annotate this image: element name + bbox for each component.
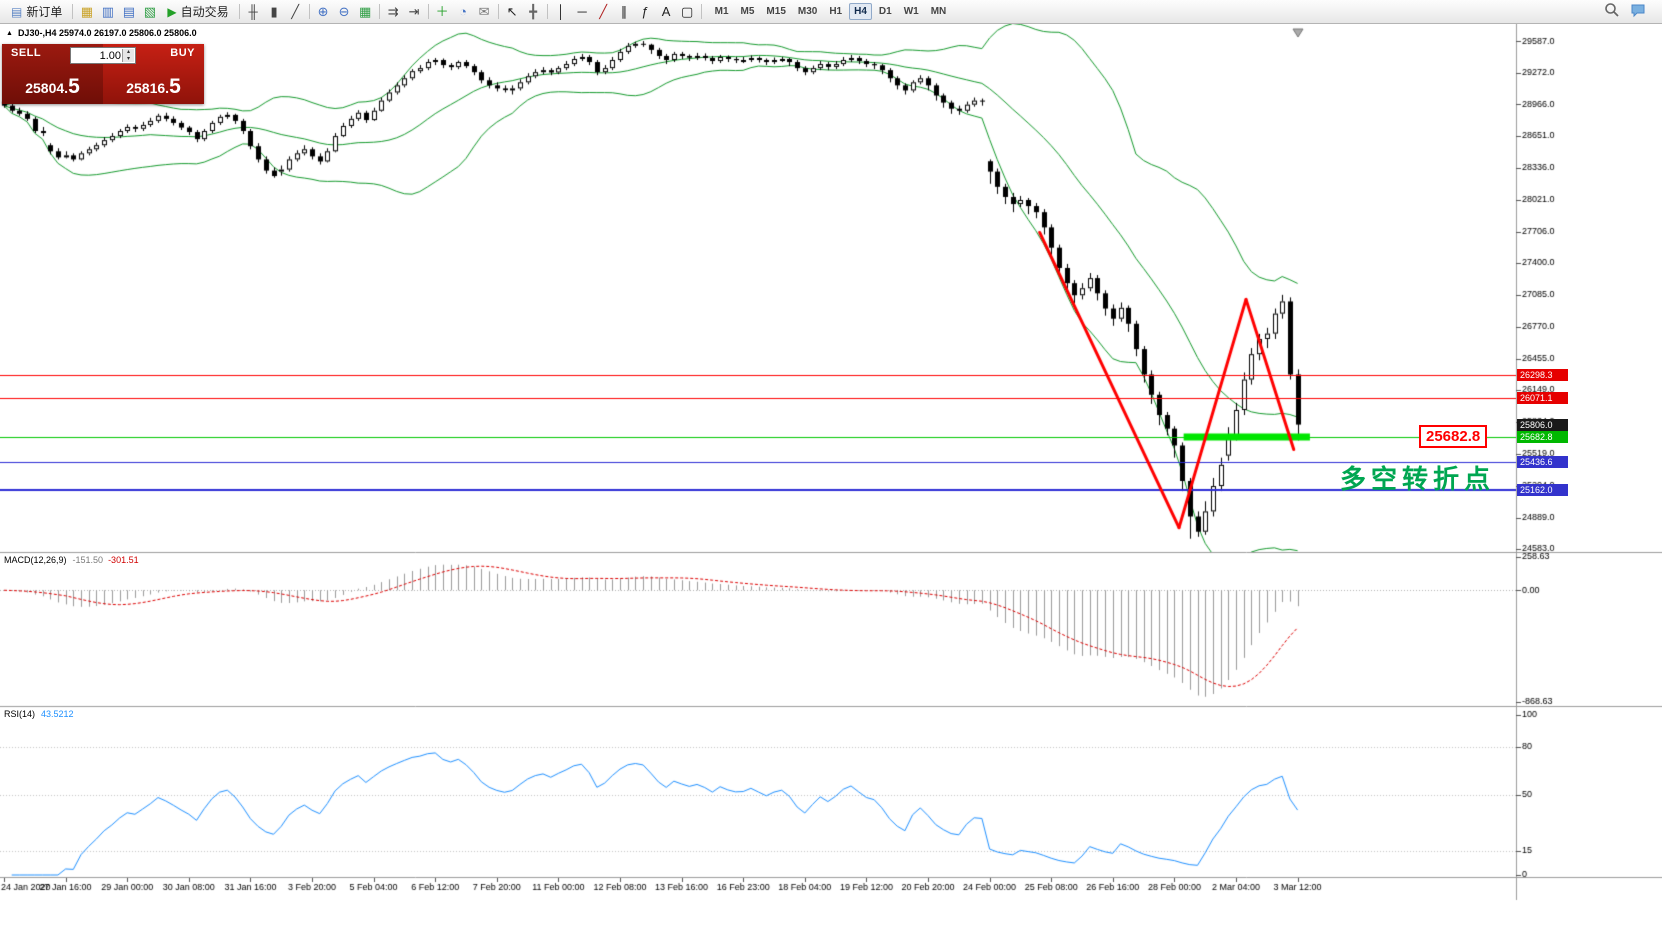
timeframe-m30[interactable]: M30	[797, 6, 818, 17]
zoom-in-icon-glyph: ⊕	[317, 4, 329, 19]
vertical-line-icon-glyph: │	[557, 4, 566, 19]
toolbar-items: ▤ 新订单 ▦ ▥ ▤ ▧ ▶ 自动交易 ╫ ▮ ╱ ⊕ ⊖ ▦ ⇉ ⇥ ＋ ◔ ✉ ↖ ╋ │ ─ ╱ ∥ ƒ A ▢	[4, 2, 705, 22]
timeframe-w1[interactable]: W1	[903, 6, 919, 17]
text-label-icon[interactable]: A	[656, 2, 677, 22]
zoom-out-icon[interactable]: ⊖	[334, 2, 355, 22]
volume-spinner: ▴ ▾	[122, 49, 134, 62]
equidistant-channel-icon-glyph: ∥	[620, 4, 628, 19]
toolbar-separator	[700, 4, 702, 19]
profiles-icon-glyph: ▦	[80, 4, 93, 19]
timeframe-mn[interactable]: MN	[930, 6, 947, 17]
buy-price: 25816.5	[126, 75, 181, 98]
buy-label: BUY	[170, 47, 195, 59]
horizontal-line-icon-glyph: ─	[577, 4, 587, 19]
horizontal-line-icon[interactable]: ─	[572, 2, 593, 22]
zoom-in-icon[interactable]: ⊕	[313, 2, 334, 22]
timeframe-m15[interactable]: M15	[766, 6, 786, 17]
autotrade-button-label: 自动交易	[180, 5, 229, 19]
tile-windows-icon-glyph: ▦	[358, 4, 372, 19]
profiles-icon[interactable]: ▦	[76, 2, 97, 22]
indicators-icon[interactable]: ＋	[432, 2, 453, 22]
one-click-trading-panel: SELL 25804.5 BUY 25816.5 1.00 ▴ ▾	[2, 44, 204, 104]
toolbar-separator	[72, 4, 74, 19]
chinese-annotation: 多空转折点	[1340, 464, 1496, 494]
volume-value: 1.00	[99, 49, 121, 62]
data-window-icon[interactable]: ▤	[118, 2, 139, 22]
periods-icon-glyph: ◔	[459, 4, 468, 19]
toolbar-separator	[546, 4, 548, 19]
line-chart-icon[interactable]: ╱	[285, 2, 306, 22]
new-order-glyph: ▤	[11, 4, 23, 19]
chart-shift-icon[interactable]: ⇥	[404, 2, 425, 22]
chat-icon[interactable]	[1630, 2, 1646, 21]
crosshair-icon-glyph: ╋	[529, 4, 538, 19]
fibonacci-icon[interactable]: ƒ	[635, 2, 656, 22]
indicators-icon-glyph: ＋	[435, 4, 449, 19]
timeframe-m1[interactable]: M1	[714, 6, 729, 17]
symbol-ohlc-text: DJ30-,H4 25974.0 26197.0 25806.0 25806.0	[17, 28, 197, 38]
toolbar-separator	[497, 4, 499, 19]
toolbar-separator	[238, 4, 240, 19]
cursor-icon-glyph: ↖	[506, 4, 518, 19]
zoom-out-icon-glyph: ⊖	[338, 4, 350, 19]
equidistant-channel-icon[interactable]: ∥	[614, 2, 635, 22]
chart-shift-icon-glyph: ⇥	[408, 4, 420, 19]
cursor-icon[interactable]: ↖	[502, 2, 523, 22]
timeframe-m5[interactable]: M5	[740, 6, 755, 17]
new-order-button-label: 新订单	[26, 5, 63, 19]
new-order-button[interactable]: ▤ 新订单	[4, 2, 69, 22]
search-icon[interactable]	[1604, 2, 1620, 21]
auto-scroll-icon-glyph: ⇉	[387, 4, 399, 19]
arrows-tool-icon[interactable]: ▢	[677, 2, 698, 22]
vertical-line-icon[interactable]: │	[551, 2, 572, 22]
trendline-icon[interactable]: ╱	[593, 2, 614, 22]
sell-label: SELL	[11, 47, 42, 59]
collapse-panel-icon[interactable]: ▲	[6, 29, 13, 37]
timeframe-h1[interactable]: H1	[829, 6, 843, 17]
periods-icon[interactable]: ◔	[453, 2, 474, 22]
navigator-icon[interactable]: ▧	[139, 2, 160, 22]
toolbar: ▤ 新订单 ▦ ▥ ▤ ▧ ▶ 自动交易 ╫ ▮ ╱ ⊕ ⊖ ▦ ⇉ ⇥ ＋ ◔ ✉ ↖ ╋ │ ─ ╱ ∥ ƒ A ▢ M1 M5 M1…	[0, 0, 1662, 24]
sell-price: 25804.5	[25, 75, 80, 98]
charts-grid-icon-glyph: ▥	[101, 4, 114, 19]
charts-grid-icon[interactable]: ▥	[97, 2, 118, 22]
trendline-icon-glyph: ╱	[599, 4, 608, 19]
mail-icon-glyph: ✉	[478, 4, 490, 19]
autotrade-button[interactable]: ▶ 自动交易	[160, 2, 235, 22]
timeframe-h4[interactable]: H4	[849, 3, 872, 20]
arrows-tool-icon-glyph: ▢	[680, 4, 694, 19]
ohlc-bars-icon[interactable]: ╫	[243, 2, 264, 22]
crosshair-icon[interactable]: ╋	[523, 2, 544, 22]
text-label-icon-glyph: A	[661, 4, 671, 19]
chart-canvas[interactable]	[0, 24, 1662, 944]
toolbar-separator	[427, 4, 429, 19]
symbol-info: ▲ DJ30-,H4 25974.0 26197.0 25806.0 25806…	[6, 28, 197, 38]
timeframe-d1[interactable]: D1	[878, 6, 892, 17]
macd-label: MACD(12,26,9) -151.50 -301.51	[4, 555, 139, 565]
toolbar-right	[1604, 2, 1658, 21]
navigator-icon-glyph: ▧	[143, 4, 156, 19]
toolbar-separator	[308, 4, 310, 19]
line-chart-icon-glyph: ╱	[291, 4, 300, 19]
autotrade-glyph: ▶	[167, 4, 177, 19]
spin-down-icon[interactable]: ▾	[126, 56, 130, 62]
data-window-icon-glyph: ▤	[122, 4, 135, 19]
candlestick-icon[interactable]: ▮	[264, 2, 285, 22]
volume-input[interactable]: 1.00 ▴ ▾	[70, 47, 136, 64]
auto-scroll-icon[interactable]: ⇉	[383, 2, 404, 22]
toolbar-separator	[378, 4, 380, 19]
price-callout: 25682.8	[1419, 425, 1488, 448]
spin-up-icon[interactable]: ▴	[126, 49, 130, 55]
candlestick-icon-glyph: ▮	[270, 4, 278, 19]
mail-icon[interactable]: ✉	[474, 2, 495, 22]
rsi-label: RSI(14) 43.5212	[4, 709, 74, 719]
tile-windows-icon[interactable]: ▦	[355, 2, 376, 22]
ohlc-bars-icon-glyph: ╫	[248, 4, 258, 19]
timeframe-group: M1 M5 M15 M30 H1 H4 D1 W1 MN	[709, 3, 953, 20]
fibonacci-icon-glyph: ƒ	[641, 4, 649, 19]
